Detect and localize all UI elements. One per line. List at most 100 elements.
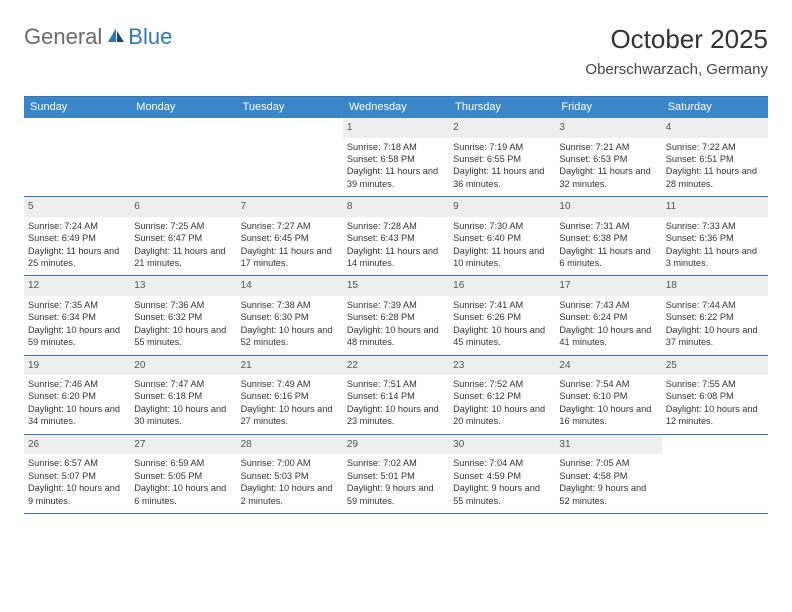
- calendar-cell: 18 Sunrise: 7:44 AMSunset: 6:22 PMDayligh…: [662, 276, 768, 354]
- day-number: 9: [449, 197, 555, 217]
- day-number: 15: [343, 276, 449, 296]
- day-number: 3: [555, 118, 661, 138]
- day-details: Sunrise: 7:27 AMSunset: 6:45 PMDaylight:…: [241, 220, 339, 270]
- calendar-cell: 1Sunrise: 7:18 AMSunset: 6:58 PMDaylight…: [343, 118, 449, 196]
- day-number: 7: [237, 197, 343, 217]
- calendar-cell: 3 Sunrise: 7:21 AMSunset: 6:53 PMDaylight…: [555, 118, 661, 196]
- day-details: Sunrise: 7:38 AMSunset: 6:30 PMDaylight:…: [241, 299, 339, 349]
- day-details: Sunrise: 7:51 AMSunset: 6:14 PMDaylight:…: [347, 378, 445, 428]
- day-number: 8: [343, 197, 449, 217]
- header: General Blue October 2025 Oberschwarzach…: [24, 24, 768, 78]
- day-number: 22: [343, 356, 449, 376]
- day-details: Sunrise: 7:55 AMSunset: 6:08 PMDaylight:…: [666, 378, 764, 428]
- day-number: 19: [24, 356, 130, 376]
- day-details: Sunrise: 7:52 AMSunset: 6:12 PMDaylight:…: [453, 378, 551, 428]
- calendar-cell: 25Sunrise: 7:55 AMSunset: 6:08 PMDayligh…: [662, 356, 768, 434]
- calendar-cell: 5 Sunrise: 7:24 AMSunset: 6:49 PMDaylight…: [24, 197, 130, 275]
- calendar-cell: [24, 118, 130, 196]
- calendar-cell: 26Sunrise: 6:57 AMSunset: 5:07 PMDayligh…: [24, 435, 130, 513]
- day-number: 31: [555, 435, 661, 455]
- weekday-col: Tuesday: [237, 97, 343, 118]
- day-details: Sunrise: 7:24 AMSunset: 6:49 PMDaylight:…: [28, 220, 126, 270]
- location-label: Oberschwarzach, Germany: [585, 61, 768, 78]
- page-title: October 2025: [585, 24, 768, 55]
- calendar-cell: 11 Sunrise: 7:33 AMSunset: 6:36 PMDayligh…: [662, 197, 768, 275]
- calendar-cell: 6 Sunrise: 7:25 AMSunset: 6:47 PMDaylight…: [130, 197, 236, 275]
- day-details: Sunrise: 7:36 AMSunset: 6:32 PMDaylight:…: [134, 299, 232, 349]
- day-details: Sunrise: 7:00 AMSunset: 5:03 PMDaylight:…: [241, 457, 339, 507]
- day-details: Sunrise: 7:02 AMSunset: 5:01 PMDaylight:…: [347, 457, 445, 507]
- day-number: 28: [237, 435, 343, 455]
- day-number: 11: [662, 197, 768, 217]
- day-details: Sunrise: 7:22 AMSunset: 6:51 PMDaylight:…: [666, 141, 764, 191]
- brand-part2: Blue: [128, 24, 172, 50]
- day-details: Sunrise: 7:18 AMSunset: 6:58 PMDaylight:…: [347, 141, 445, 191]
- calendar-cell: 2Sunrise: 7:19 AMSunset: 6:55 PMDaylight…: [449, 118, 555, 196]
- day-number: 24: [555, 356, 661, 376]
- calendar-cell: 21Sunrise: 7:49 AMSunset: 6:16 PMDayligh…: [237, 356, 343, 434]
- day-details: Sunrise: 7:25 AMSunset: 6:47 PMDaylight:…: [134, 220, 232, 270]
- title-block: October 2025 Oberschwarzach, Germany: [585, 24, 768, 78]
- calendar-cell: 28Sunrise: 7:00 AMSunset: 5:03 PMDayligh…: [237, 435, 343, 513]
- day-number: 18: [662, 276, 768, 296]
- day-details: Sunrise: 7:04 AMSunset: 4:59 PMDaylight:…: [453, 457, 551, 507]
- calendar-cell: 27Sunrise: 6:59 AMSunset: 5:05 PMDayligh…: [130, 435, 236, 513]
- day-details: Sunrise: 7:46 AMSunset: 6:20 PMDaylight:…: [28, 378, 126, 428]
- calendar-cell: 15 Sunrise: 7:39 AMSunset: 6:28 PMDayligh…: [343, 276, 449, 354]
- calendar-cell: 24Sunrise: 7:54 AMSunset: 6:10 PMDayligh…: [555, 356, 661, 434]
- calendar-cell: 14Sunrise: 7:38 AMSunset: 6:30 PMDayligh…: [237, 276, 343, 354]
- day-details: Sunrise: 7:49 AMSunset: 6:16 PMDaylight:…: [241, 378, 339, 428]
- day-details: Sunrise: 6:57 AMSunset: 5:07 PMDaylight:…: [28, 457, 126, 507]
- weekday-header: Sunday Monday Tuesday Wednesday Thursday…: [24, 97, 768, 118]
- day-number: 6: [130, 197, 236, 217]
- day-details: Sunrise: 7:31 AMSunset: 6:38 PMDaylight:…: [559, 220, 657, 270]
- calendar-cell: 30Sunrise: 7:04 AMSunset: 4:59 PMDayligh…: [449, 435, 555, 513]
- calendar-cell: 8 Sunrise: 7:28 AMSunset: 6:43 PMDaylight…: [343, 197, 449, 275]
- calendar-row: 1Sunrise: 7:18 AMSunset: 6:58 PMDaylight…: [24, 118, 768, 197]
- calendar-cell: 13 Sunrise: 7:36 AMSunset: 6:32 PMDayligh…: [130, 276, 236, 354]
- calendar-cell: [237, 118, 343, 196]
- weekday-col: Sunday: [24, 97, 130, 118]
- day-details: Sunrise: 7:30 AMSunset: 6:40 PMDaylight:…: [453, 220, 551, 270]
- day-details: Sunrise: 7:39 AMSunset: 6:28 PMDaylight:…: [347, 299, 445, 349]
- calendar-cell: [662, 435, 768, 513]
- day-number: 2: [449, 118, 555, 138]
- calendar-cell: [130, 118, 236, 196]
- calendar-cell: 29Sunrise: 7:02 AMSunset: 5:01 PMDayligh…: [343, 435, 449, 513]
- weekday-col: Thursday: [449, 97, 555, 118]
- weekday-col: Saturday: [662, 97, 768, 118]
- calendar-body: 1Sunrise: 7:18 AMSunset: 6:58 PMDaylight…: [24, 118, 768, 514]
- day-details: Sunrise: 7:41 AMSunset: 6:26 PMDaylight:…: [453, 299, 551, 349]
- day-number: 23: [449, 356, 555, 376]
- calendar-cell: 31Sunrise: 7:05 AMSunset: 4:58 PMDayligh…: [555, 435, 661, 513]
- calendar-cell: 23Sunrise: 7:52 AMSunset: 6:12 PMDayligh…: [449, 356, 555, 434]
- weekday-col: Monday: [130, 97, 236, 118]
- sail-icon: [106, 24, 126, 50]
- day-number: 16: [449, 276, 555, 296]
- day-details: Sunrise: 7:44 AMSunset: 6:22 PMDaylight:…: [666, 299, 764, 349]
- day-number: 13: [130, 276, 236, 296]
- day-number: 12: [24, 276, 130, 296]
- day-number: 17: [555, 276, 661, 296]
- weekday-col: Wednesday: [343, 97, 449, 118]
- day-details: Sunrise: 7:54 AMSunset: 6:10 PMDaylight:…: [559, 378, 657, 428]
- day-details: Sunrise: 7:43 AMSunset: 6:24 PMDaylight:…: [559, 299, 657, 349]
- weekday-col: Friday: [555, 97, 661, 118]
- day-number: 4: [662, 118, 768, 138]
- calendar-cell: 4 Sunrise: 7:22 AMSunset: 6:51 PMDaylight…: [662, 118, 768, 196]
- day-details: Sunrise: 7:05 AMSunset: 4:58 PMDaylight:…: [559, 457, 657, 507]
- day-details: Sunrise: 7:21 AMSunset: 6:53 PMDaylight:…: [559, 141, 657, 191]
- calendar-cell: 17 Sunrise: 7:43 AMSunset: 6:24 PMDayligh…: [555, 276, 661, 354]
- day-details: Sunrise: 7:28 AMSunset: 6:43 PMDaylight:…: [347, 220, 445, 270]
- calendar-row: 26Sunrise: 6:57 AMSunset: 5:07 PMDayligh…: [24, 435, 768, 514]
- day-number: 29: [343, 435, 449, 455]
- day-details: Sunrise: 6:59 AMSunset: 5:05 PMDaylight:…: [134, 457, 232, 507]
- day-number: 5: [24, 197, 130, 217]
- day-number: 27: [130, 435, 236, 455]
- calendar-cell: 7 Sunrise: 7:27 AMSunset: 6:45 PMDaylight…: [237, 197, 343, 275]
- calendar-row: 5 Sunrise: 7:24 AMSunset: 6:49 PMDaylight…: [24, 197, 768, 276]
- day-number: 26: [24, 435, 130, 455]
- calendar: Sunday Monday Tuesday Wednesday Thursday…: [24, 96, 768, 514]
- day-details: Sunrise: 7:33 AMSunset: 6:36 PMDaylight:…: [666, 220, 764, 270]
- day-number: 21: [237, 356, 343, 376]
